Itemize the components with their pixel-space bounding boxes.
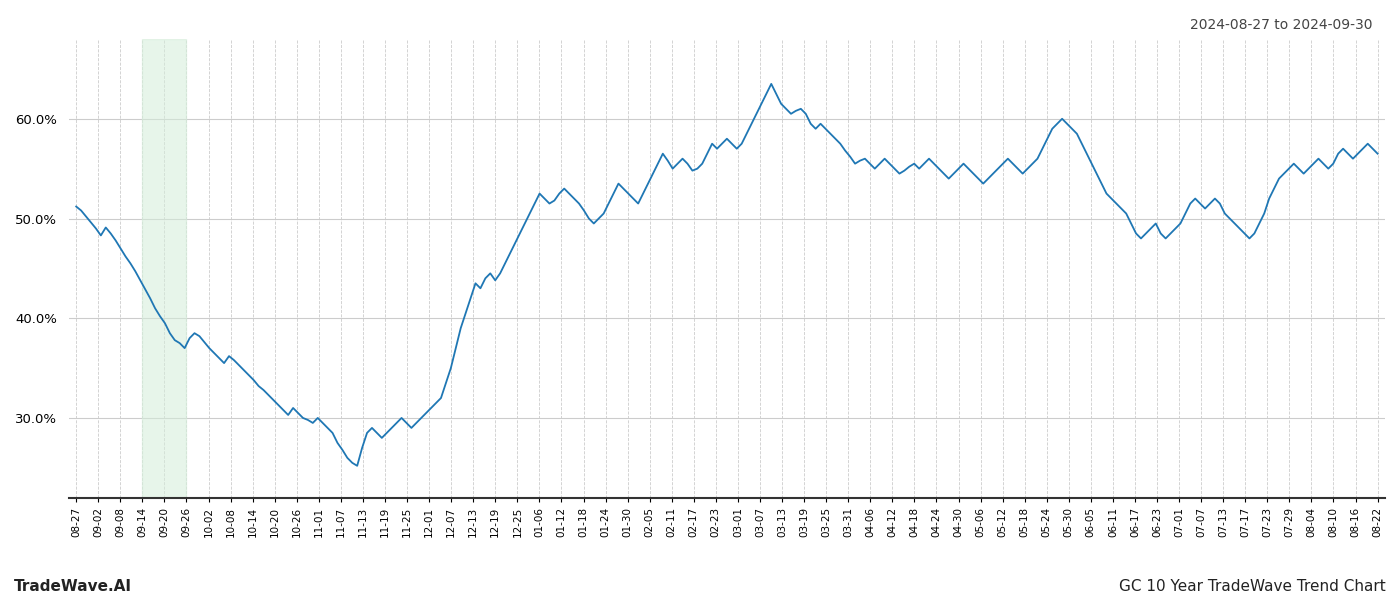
Text: TradeWave.AI: TradeWave.AI <box>14 579 132 594</box>
Bar <box>143 39 186 498</box>
Text: 2024-08-27 to 2024-09-30: 2024-08-27 to 2024-09-30 <box>1190 18 1372 32</box>
Text: GC 10 Year TradeWave Trend Chart: GC 10 Year TradeWave Trend Chart <box>1119 579 1386 594</box>
